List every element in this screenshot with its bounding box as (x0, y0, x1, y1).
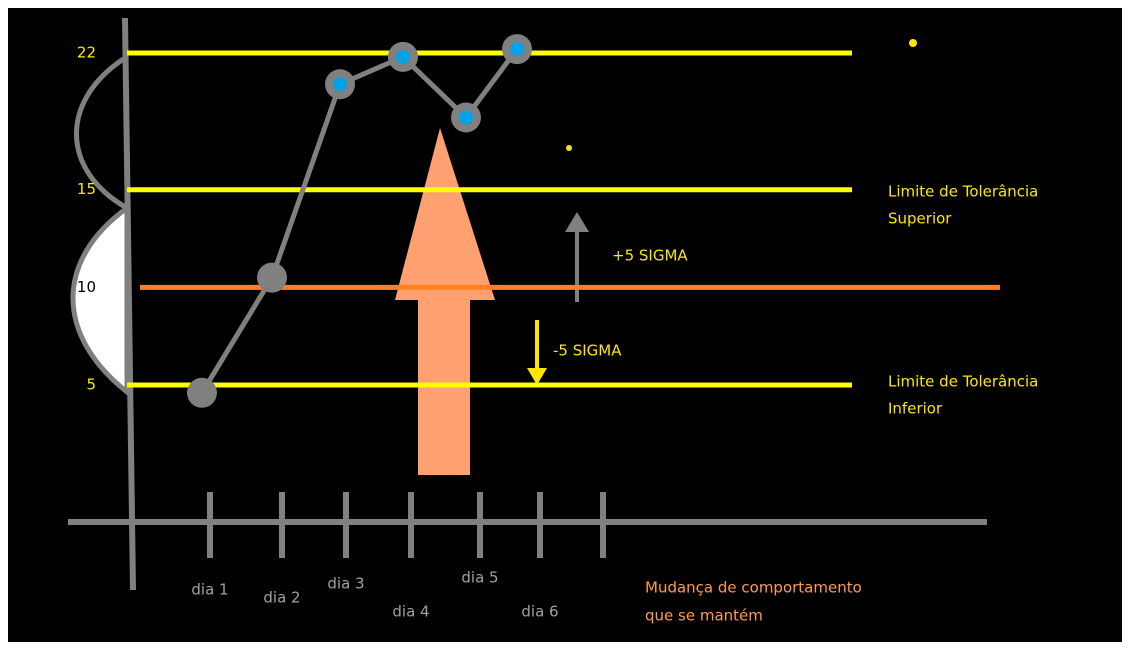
point-center (459, 110, 473, 125)
dot (566, 145, 572, 151)
background (8, 8, 1122, 642)
y-axis (122, 17, 136, 591)
y-tick-label: 5 (86, 376, 96, 394)
annotation: +5 SIGMA (612, 247, 688, 265)
up-arrow-head (565, 212, 589, 232)
y-tick-label: 22 (77, 44, 96, 62)
plot: 22 15 10 5 dia 1 dia 2 dia 3 dia 4 dia 5 dia 6 (77, 34, 1000, 621)
dot (909, 39, 917, 47)
annotation: Superior (888, 210, 952, 228)
x-tick-label: dia 4 (392, 603, 429, 621)
down-arrow-head (527, 368, 547, 385)
big-arrow (395, 128, 495, 475)
point (257, 262, 287, 293)
point-center (333, 77, 347, 92)
x-tick-label: dia 1 (191, 581, 228, 599)
y-tick-label: 15 (77, 180, 96, 198)
annotation: Limite de Tolerância (888, 183, 1038, 201)
point (187, 377, 217, 408)
normal-curve (74, 55, 129, 211)
x-tick-label: dia 2 (263, 589, 300, 607)
x-tick-label: dia 5 (461, 569, 498, 587)
annotation: Limite de Tolerância (888, 373, 1038, 391)
normal-curve-fill (70, 203, 130, 398)
annotation: Inferior (888, 400, 943, 418)
annotation: que se mantém (645, 607, 763, 625)
point-center (510, 42, 524, 57)
annotation: -5 SIGMA (553, 342, 622, 360)
point-center (396, 49, 410, 64)
annotation: Mudança de comportamento (645, 579, 862, 597)
x-tick-label: dia 3 (327, 575, 364, 593)
y-tick-label: 10 (77, 278, 96, 296)
x-tick-label: dia 6 (521, 603, 558, 621)
